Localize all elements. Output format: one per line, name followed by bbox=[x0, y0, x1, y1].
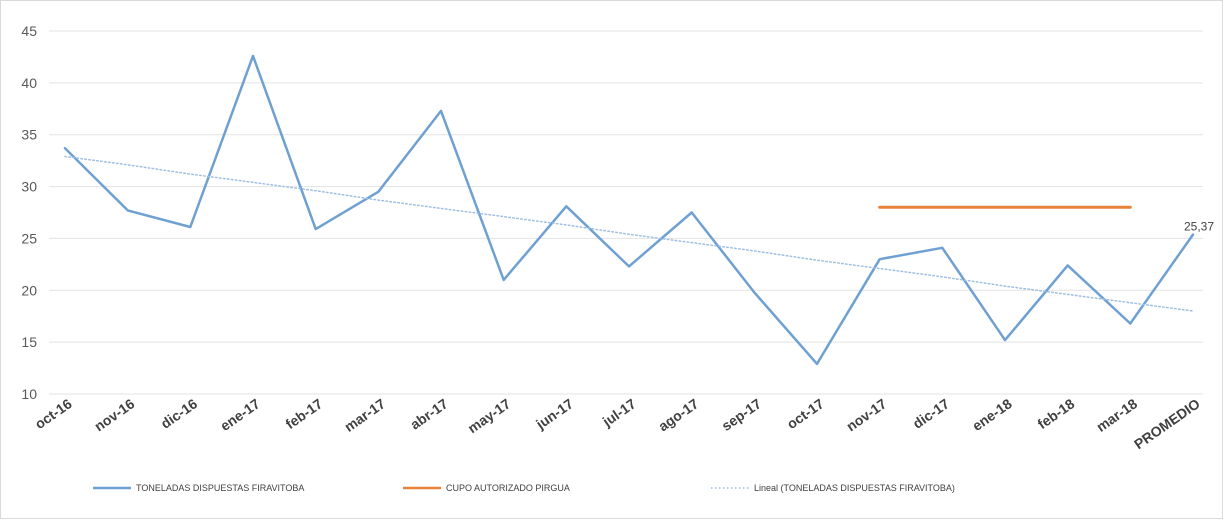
x-tick-label: oct-16 bbox=[32, 395, 75, 432]
x-tick-label: dic-17 bbox=[910, 395, 952, 431]
toneladas-series-line bbox=[63, 54, 1195, 366]
y-tick-label: 15 bbox=[21, 334, 37, 350]
x-tick-label: feb-17 bbox=[282, 395, 325, 432]
x-tick-label: dic-16 bbox=[158, 395, 200, 431]
y-tick-label: 40 bbox=[21, 75, 37, 91]
y-tick-label: 10 bbox=[21, 386, 37, 402]
x-tick-label: sep-17 bbox=[719, 395, 765, 434]
y-tick-label: 20 bbox=[21, 282, 37, 298]
x-tick-label: nov-17 bbox=[843, 395, 889, 434]
x-tick-label: ago-17 bbox=[655, 395, 701, 434]
legend-label: CUPO AUTORIZADO PIRGUA bbox=[446, 483, 570, 493]
trendline bbox=[64, 155, 1194, 312]
grid-lines bbox=[49, 30, 1203, 395]
x-tick-label: jul-17 bbox=[599, 395, 639, 430]
legend-label: Lineal (TONELADAS DISPUESTAS FIRAVITOBA) bbox=[754, 483, 955, 493]
x-tick-label: PROMEDIO bbox=[1131, 395, 1203, 452]
x-tick-label: oct-17 bbox=[784, 395, 827, 432]
y-tick-label: 25 bbox=[21, 230, 37, 246]
x-axis: oct-16 nov-16 dic-16 ene-17 feb-17 mar-17 abr-… bbox=[32, 395, 1203, 452]
series-group: 25,37 bbox=[63, 54, 1214, 366]
x-tick-label: mar-18 bbox=[1093, 395, 1140, 435]
data-label: 25,37 bbox=[1184, 220, 1214, 234]
y-tick-label: 30 bbox=[21, 179, 37, 195]
y-tick-label: 45 bbox=[21, 23, 37, 39]
x-tick-label: feb-18 bbox=[1034, 395, 1077, 432]
x-tick-label: ene-17 bbox=[217, 395, 263, 434]
y-tick-label: 35 bbox=[21, 127, 37, 143]
x-tick-label: nov-16 bbox=[91, 395, 137, 434]
x-tick-label: jun-17 bbox=[532, 395, 576, 432]
x-tick-label: may-17 bbox=[465, 395, 514, 436]
x-tick-label: mar-17 bbox=[341, 395, 388, 435]
legend: TONELADAS DISPUESTAS FIRAVITOBA CUPO AUTO… bbox=[93, 483, 955, 493]
legend-label: TONELADAS DISPUESTAS FIRAVITOBA bbox=[136, 483, 304, 493]
x-tick-label: ene-18 bbox=[969, 395, 1015, 434]
x-tick-label: abr-17 bbox=[407, 395, 451, 432]
y-axis: 10 15 20 25 30 35 40 45 bbox=[21, 23, 37, 402]
